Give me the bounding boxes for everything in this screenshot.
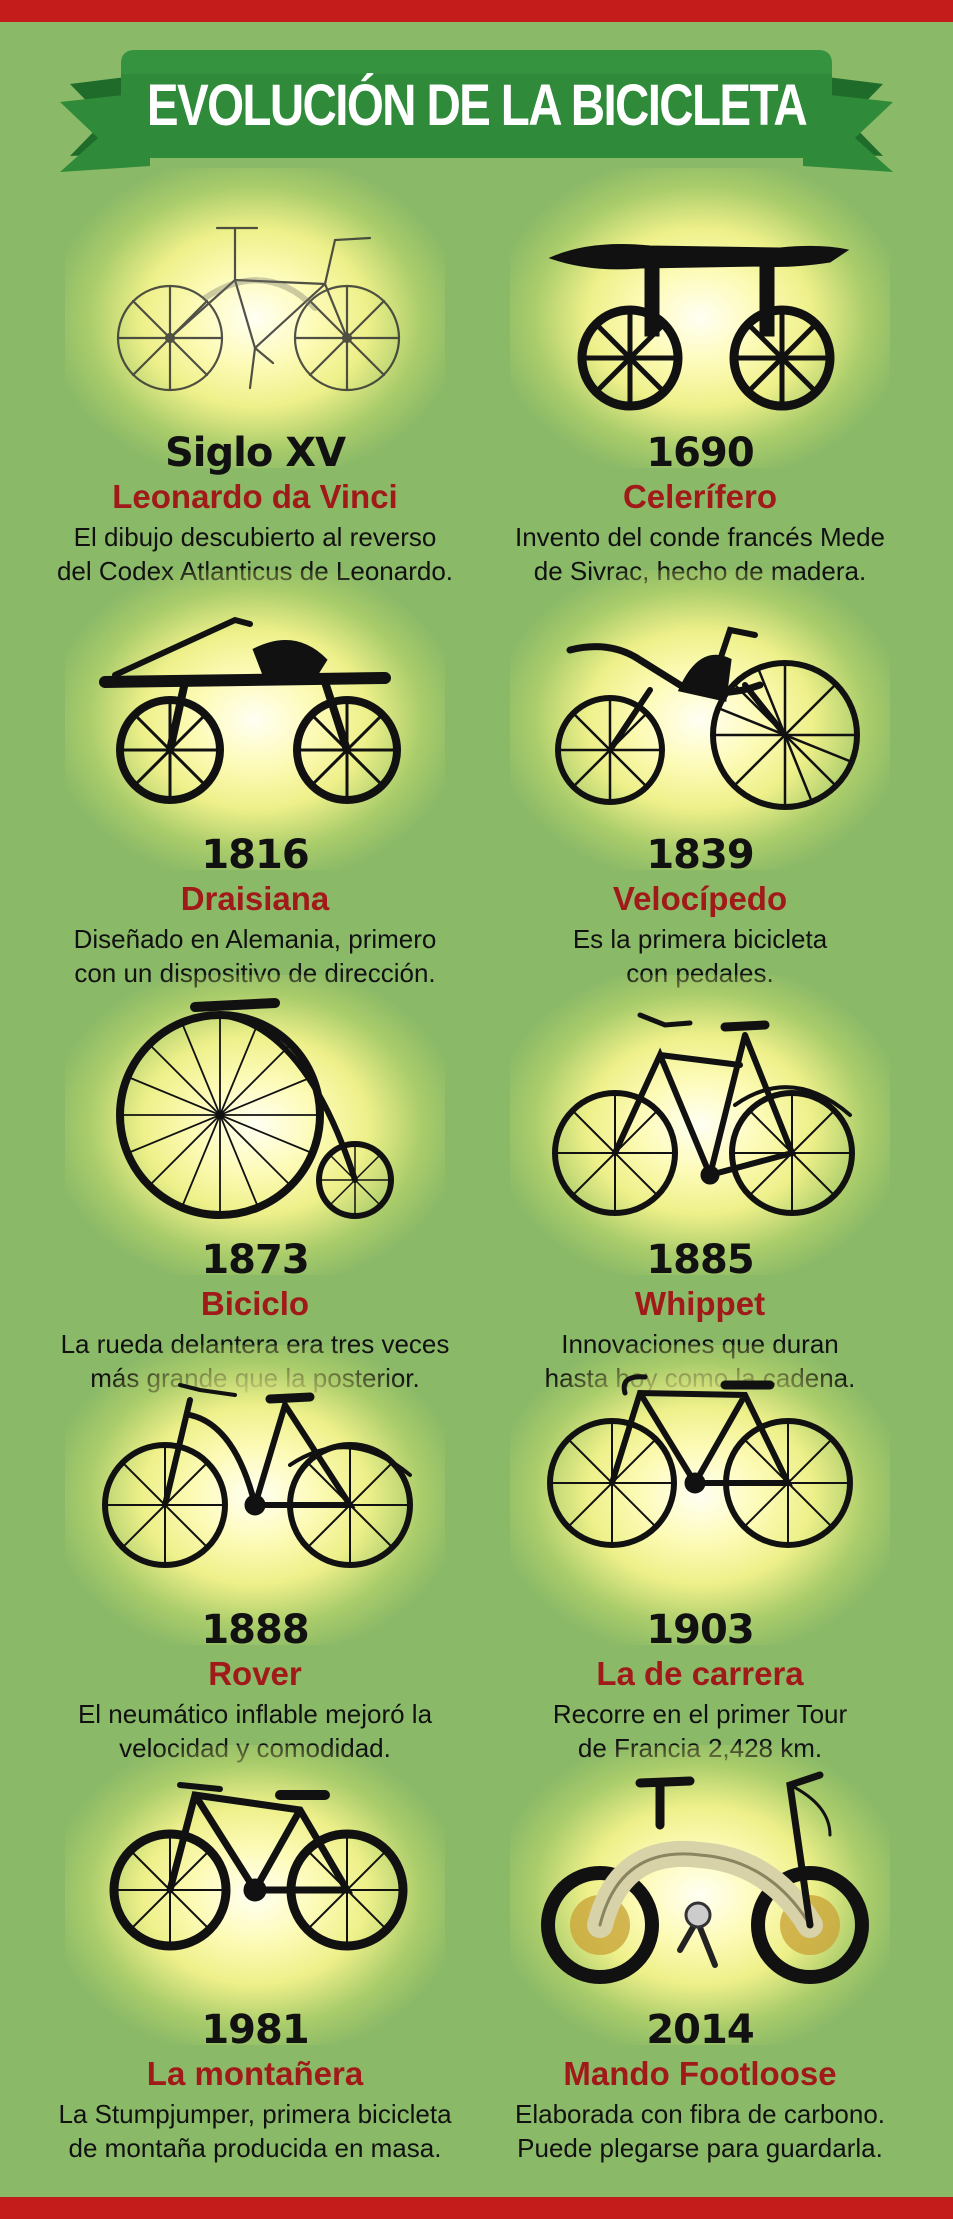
- bicycle-name: Velocípedo: [612, 880, 788, 917]
- description-line: El dibujo descubierto al reverso: [73, 522, 437, 552]
- year-label: 1885: [646, 1237, 754, 1283]
- timeline-card: 1839 Velocípedo Es la primera bicicleta …: [480, 570, 920, 988]
- timeline-card: 1981 La montañera La Stumpjumper, primer…: [35, 1745, 475, 2163]
- description-line: Elaborada con fibra de carbono.: [514, 2099, 886, 2129]
- folding-ebike-icon: [541, 1771, 869, 1984]
- bicycle-name: Whippet: [634, 1285, 766, 1322]
- celerifere-icon: [548, 244, 850, 411]
- card-glow: [510, 975, 890, 1275]
- description-line: Puede plegarse para guardarla.: [517, 2133, 883, 2163]
- year-label: 1981: [201, 2007, 309, 2053]
- year-label: Siglo XV: [164, 430, 346, 476]
- bicycle-name: Mando Footloose: [563, 2055, 837, 2092]
- timeline-card: 1690 Celerífero Invento del conde francé…: [480, 168, 920, 586]
- penny-farthing-icon: [116, 998, 394, 1219]
- rover-bicycle-icon: [102, 1383, 413, 1568]
- top-red-bar: [0, 0, 953, 22]
- timeline-card: 1873 Biciclo La rueda delantera era tres…: [35, 975, 475, 1393]
- card-glow: [65, 168, 445, 468]
- draisine-icon: [99, 616, 401, 804]
- description-line: de montaña producida en masa.: [68, 2133, 442, 2163]
- racing-bicycle-icon: [547, 1374, 853, 1548]
- year-label: 1888: [201, 1607, 309, 1653]
- description-line: Recorre en el primer Tour: [552, 1699, 848, 1729]
- velocipede-icon: [555, 626, 860, 810]
- bicycle-name: Celerífero: [622, 478, 778, 515]
- year-label: 1839: [646, 832, 754, 878]
- timeline-card: 1885 Whippet Innovaciones que duran hast…: [480, 975, 920, 1393]
- timeline-card: Siglo XV Leonardo da Vinci El dibujo des…: [35, 168, 475, 586]
- year-label: 1816: [201, 832, 309, 878]
- timeline-card: 1816 Draisiana Diseñado en Alemania, pri…: [35, 570, 475, 988]
- description: Elaborada con fibra de carbono. Puede pl…: [460, 2097, 940, 2165]
- bicycle-name: Leonardo da Vinci: [112, 478, 398, 515]
- bicycle-name: Draisiana: [180, 880, 330, 917]
- description-line: Es la primera bicicleta: [572, 924, 828, 954]
- sketch-bicycle-icon: [116, 226, 401, 392]
- timeline-card: 2014 Mando Footloose Elaborada con fibra…: [480, 1745, 920, 2163]
- year-label: 1690: [646, 430, 754, 476]
- description-line: El neumático inflable mejoró la: [77, 1699, 433, 1729]
- bicycle-name: Biciclo: [200, 1285, 310, 1322]
- whippet-bicycle-icon: [552, 1012, 855, 1216]
- title-banner: EVOLUCIÓN DE LA BICICLETA: [0, 44, 953, 174]
- description-line: Diseñado en Alemania, primero: [73, 924, 437, 954]
- year-label: 1903: [646, 1607, 754, 1653]
- bicycle-name: La de carrera: [596, 1655, 804, 1692]
- card-glow: [510, 168, 890, 468]
- bottom-red-bar: [0, 2197, 953, 2219]
- bicycle-name: La montañera: [146, 2055, 364, 2092]
- year-label: 2014: [646, 2007, 754, 2053]
- timeline-card: 1903 La de carrera Recorre en el primer …: [480, 1345, 920, 1763]
- card-glow: [510, 1745, 890, 2045]
- mountain-bicycle-icon: [109, 1782, 408, 1951]
- year-label: 1873: [201, 1237, 309, 1283]
- timeline-card: 1888 Rover El neumático inflable mejoró …: [35, 1345, 475, 1763]
- description: La Stumpjumper, primera bicicleta de mon…: [15, 2097, 495, 2165]
- description-line: Invento del conde francés Mede: [514, 522, 886, 552]
- description-line: La Stumpjumper, primera bicicleta: [58, 2099, 452, 2129]
- card-glow: [510, 570, 890, 870]
- page-title: EVOLUCIÓN DE LA BICICLETA: [146, 72, 808, 138]
- bicycle-name: Rover: [208, 1655, 302, 1692]
